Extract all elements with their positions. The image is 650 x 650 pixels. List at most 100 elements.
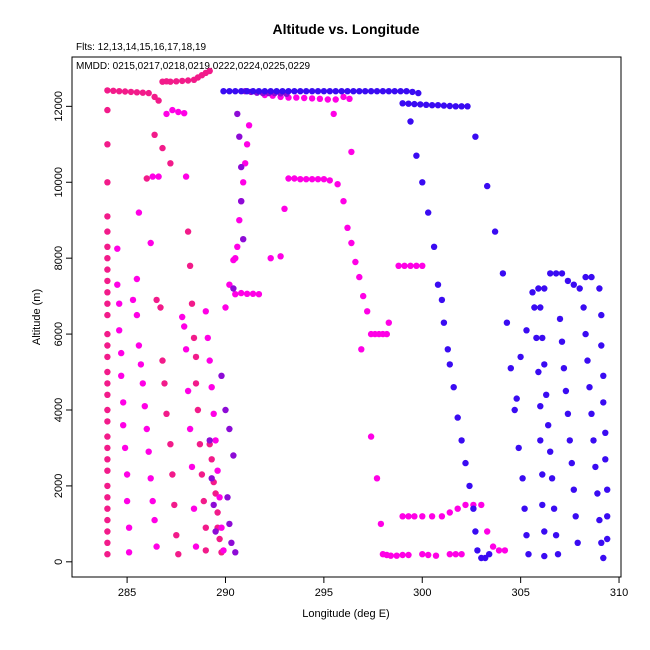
data-point [181, 323, 188, 330]
data-point [560, 365, 568, 372]
data-point [486, 551, 493, 558]
data-point [285, 88, 292, 95]
data-point [234, 243, 241, 250]
data-point [440, 102, 448, 109]
data-point [125, 549, 133, 556]
data-point [598, 539, 605, 546]
data-point [208, 384, 215, 391]
data-point [446, 361, 453, 368]
data-point [153, 296, 160, 304]
data-point [153, 543, 160, 550]
data-point [104, 330, 111, 338]
data-point [169, 471, 176, 478]
data-point [104, 353, 111, 361]
data-point [236, 133, 243, 140]
data-point [104, 516, 111, 524]
data-point [332, 96, 339, 103]
data-point [143, 175, 150, 182]
data-point [206, 67, 213, 75]
data-point [230, 452, 237, 459]
data-point [552, 532, 560, 539]
data-point [419, 551, 426, 558]
data-point [474, 547, 481, 554]
data-point [503, 319, 511, 326]
data-point [210, 501, 217, 509]
data-point [181, 110, 188, 117]
data-point [399, 513, 406, 520]
x-tick-label: 290 [216, 587, 234, 599]
data-point [121, 444, 129, 452]
data-point [446, 102, 453, 110]
y-tick-label: 2000 [53, 474, 65, 498]
data-point [238, 198, 245, 205]
data-point [104, 87, 111, 94]
data-point [202, 547, 209, 554]
data-point [600, 554, 607, 562]
data-point [182, 346, 190, 353]
data-point [104, 494, 111, 501]
y-tick-label: 8000 [53, 246, 65, 270]
data-point [405, 100, 412, 107]
data-point [114, 245, 121, 252]
data-point [588, 273, 595, 281]
data-point [238, 88, 245, 95]
data-point [491, 228, 499, 235]
data-point [385, 319, 392, 326]
data-point [155, 173, 162, 180]
data-point [149, 173, 156, 180]
data-point [232, 549, 239, 556]
data-point [308, 88, 316, 95]
data-point [218, 372, 225, 379]
data-point [220, 547, 227, 554]
data-point [240, 236, 247, 243]
data-point [521, 505, 528, 512]
data-point [515, 444, 522, 452]
data-point [541, 285, 548, 292]
data-point [454, 505, 461, 512]
data-point [206, 437, 213, 444]
data-point [326, 88, 333, 95]
data-point [582, 330, 589, 338]
data-point [145, 448, 152, 455]
data-point [535, 285, 542, 292]
data-point [179, 313, 186, 321]
data-point [568, 459, 575, 467]
data-point [428, 102, 436, 109]
data-point [415, 89, 422, 97]
data-point [267, 88, 274, 95]
data-point [425, 209, 432, 216]
data-point [373, 88, 381, 95]
data-point [600, 372, 607, 379]
data-point [489, 543, 497, 550]
data-point [226, 425, 233, 433]
flights-label: Flts: 12,13,14,15,16,17,18,19 [76, 42, 207, 53]
data-point [409, 88, 416, 96]
data-point [104, 311, 111, 319]
data-point [184, 77, 192, 84]
data-point [104, 141, 111, 148]
data-point [596, 516, 603, 524]
data-point [407, 118, 414, 125]
data-point [143, 425, 150, 433]
data-point [212, 490, 219, 497]
data-point [401, 262, 408, 269]
data-point [558, 270, 566, 277]
y-tick-label: 4000 [53, 398, 65, 422]
data-point [358, 346, 365, 353]
data-point [204, 334, 211, 342]
data-point [600, 399, 607, 406]
data-point [145, 89, 152, 97]
data-point [293, 94, 300, 101]
data-point [387, 552, 394, 559]
data-point [104, 277, 111, 285]
data-point [104, 255, 111, 262]
data-point [419, 262, 426, 269]
data-point [240, 179, 247, 186]
data-point [413, 262, 420, 269]
data-point [545, 422, 552, 429]
data-point [513, 395, 520, 402]
data-point [344, 88, 351, 95]
data-point [141, 403, 148, 410]
data-point [438, 296, 446, 304]
data-point [135, 209, 143, 216]
